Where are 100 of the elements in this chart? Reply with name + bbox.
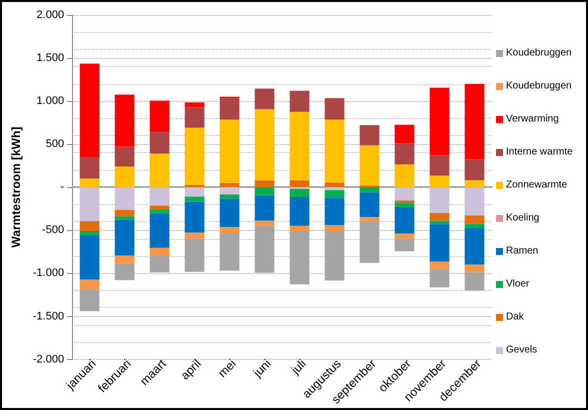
- bar: [80, 157, 100, 179]
- legend-label: Koudebruggen: [506, 80, 572, 92]
- bar: [394, 143, 414, 164]
- legend-label: Koeling: [506, 212, 540, 224]
- bar: [80, 178, 100, 188]
- bar: [184, 128, 204, 185]
- y-tick-label: 1.000: [36, 95, 64, 108]
- legend-label: Gevels: [506, 344, 538, 356]
- legend-label: Koudebruggen: [506, 48, 572, 58]
- bar: [430, 187, 450, 213]
- bar: [254, 187, 274, 196]
- bar: [114, 256, 134, 264]
- bar: [430, 224, 450, 262]
- y-tick-label: -1.500: [32, 310, 64, 322]
- bar: [464, 84, 484, 160]
- bar: [360, 125, 380, 146]
- bar: [114, 146, 134, 166]
- y-tick-label: 2.000: [36, 9, 64, 21]
- bar: [114, 216, 134, 220]
- y-tick-label: -1.000: [32, 267, 64, 280]
- bar: [394, 234, 414, 239]
- bar: [150, 187, 170, 206]
- bar: [114, 210, 134, 216]
- bar: [464, 224, 484, 228]
- bar: [290, 112, 310, 180]
- bar: [220, 198, 240, 228]
- bar: [324, 190, 344, 198]
- legend-label: Ramen: [506, 246, 538, 256]
- bar: [394, 187, 414, 200]
- bar: [184, 202, 204, 233]
- bar: [324, 198, 344, 226]
- bar: [394, 238, 414, 252]
- bar: [464, 264, 484, 272]
- bar: [290, 180, 310, 188]
- bar: [80, 289, 100, 312]
- bar: [464, 216, 484, 224]
- bar: [150, 210, 170, 214]
- bar: [220, 234, 240, 271]
- y-tick-label: -2.000: [32, 353, 64, 366]
- bar: [150, 132, 170, 154]
- bar: [184, 232, 204, 239]
- x-tick-label: juli: [288, 356, 309, 378]
- bar: [430, 88, 450, 156]
- bar: [184, 196, 204, 202]
- bar: [360, 217, 380, 222]
- bar: [114, 166, 134, 188]
- legend-label: Vloer: [506, 278, 530, 290]
- bar: [430, 212, 450, 221]
- y-tick-label: 500: [46, 138, 64, 150]
- bar: [394, 202, 414, 207]
- y-tick-label: -: [60, 181, 64, 194]
- bar: [220, 98, 240, 120]
- bar: [360, 187, 380, 192]
- bar: [80, 280, 100, 290]
- bar: [150, 206, 170, 210]
- bar: [80, 221, 100, 232]
- bar: [254, 180, 274, 188]
- bar: [290, 90, 310, 112]
- bar: [290, 188, 310, 198]
- bar: [360, 192, 380, 218]
- bar: [184, 102, 204, 108]
- bar: [254, 88, 274, 110]
- y-axis-title: Warmtestroom [kWh]: [9, 126, 23, 248]
- bar: [464, 187, 484, 216]
- bar: [114, 94, 134, 147]
- bar: [430, 262, 450, 269]
- bar: [290, 226, 310, 232]
- bar: [150, 100, 170, 132]
- x-tick-label: mei: [215, 356, 239, 380]
- bar: [254, 109, 274, 180]
- bar: [464, 180, 484, 188]
- legend-label: Zonnewarmte: [506, 180, 568, 190]
- bar: [394, 164, 414, 188]
- bar: [80, 64, 100, 158]
- bar: [254, 220, 274, 226]
- y-tick-label: 1.500: [36, 52, 64, 64]
- bar: [464, 159, 484, 180]
- bar: [394, 200, 414, 203]
- bar: [220, 187, 240, 194]
- bar: [80, 187, 100, 222]
- bar: [220, 227, 240, 234]
- bar: [114, 187, 134, 210]
- bar: [80, 231, 100, 235]
- bar: [324, 187, 344, 190]
- bar: [150, 154, 170, 188]
- legend-label: Interne warmte: [506, 146, 574, 158]
- y-tick-label: -500: [42, 224, 64, 236]
- bar: [430, 155, 450, 176]
- bar: [220, 182, 240, 188]
- bar: [324, 182, 344, 188]
- bar: [150, 213, 170, 248]
- bar: [394, 124, 414, 144]
- bar: [430, 220, 450, 224]
- bar: [394, 206, 414, 234]
- bar: [80, 234, 100, 280]
- legend-label: Verwarming: [506, 114, 559, 124]
- bar: [324, 120, 344, 182]
- bar: [464, 228, 484, 265]
- bar: [114, 220, 134, 256]
- bar: [150, 248, 170, 256]
